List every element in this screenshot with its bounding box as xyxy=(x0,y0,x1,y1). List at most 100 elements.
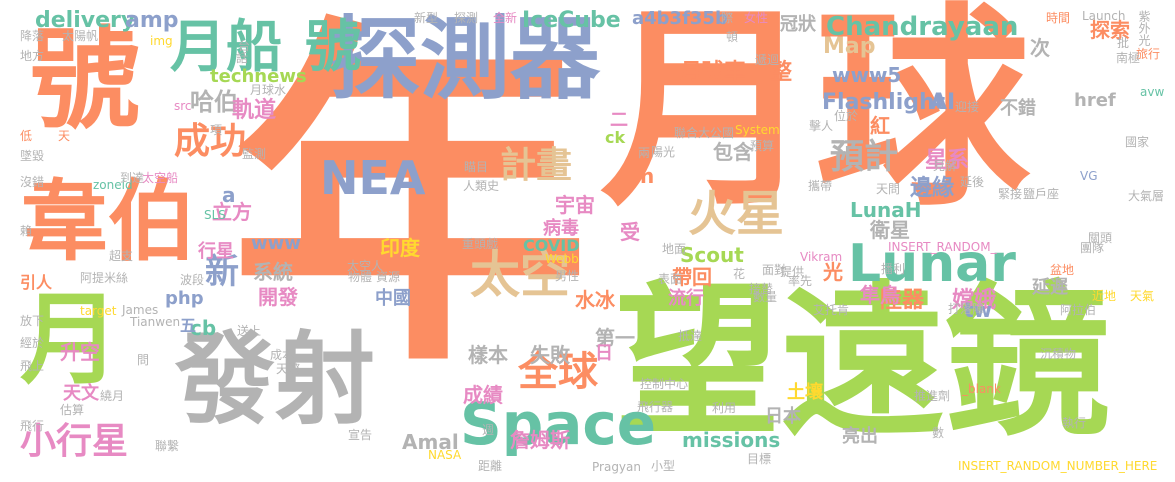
cloud-word-63: 第一 xyxy=(595,326,635,350)
cloud-word-42: 印度 xyxy=(380,236,420,260)
cloud-word-182: 台 xyxy=(238,39,251,53)
cloud-word-19: 預計 xyxy=(830,137,898,177)
cloud-word-143: 推進劑 xyxy=(914,389,951,403)
cloud-word-68: 引人 xyxy=(20,273,53,292)
cloud-word-123: 低 xyxy=(20,129,33,143)
cloud-word-139: 繞月 xyxy=(100,389,125,403)
cloud-word-167: 攜帶 xyxy=(808,179,833,193)
cloud-word-href: href xyxy=(1074,90,1116,111)
cloud-word-111: 時間 xyxy=(1046,11,1071,25)
cloud-word-194: 送上 xyxy=(237,324,262,338)
cloud-word-www: www xyxy=(251,233,301,254)
cloud-word-181: 話 xyxy=(236,51,249,65)
cloud-word-insert-random-number-here: INSERT_RANDOM_NUMBER_HERE xyxy=(958,459,1158,473)
cloud-word-46: 水冰 xyxy=(575,288,615,312)
cloud-word-149: 艾托肯 xyxy=(813,303,850,317)
cloud-word-189: 花 xyxy=(733,267,746,281)
cloud-word-190: 接替 xyxy=(749,282,774,296)
cloud-word-sls: SLS xyxy=(204,208,226,222)
cloud-word-4: 號 xyxy=(30,16,140,144)
cloud-word-icecube: IceCube xyxy=(522,8,621,33)
cloud-word-technews: technews xyxy=(210,66,307,87)
cloud-word-2: 望遠鏡 xyxy=(615,266,1110,458)
cloud-word-47: 中國 xyxy=(375,288,411,309)
cloud-word-8: 月船 xyxy=(170,15,282,80)
cloud-word-67: 立方 xyxy=(212,200,252,224)
cloud-word-112: 紫外光 xyxy=(1137,10,1151,46)
cloud-word-118: 盆地 xyxy=(1050,263,1075,277)
cloud-word-193: 關頭 xyxy=(1088,231,1113,245)
cloud-word-57: 失敗 xyxy=(530,343,570,367)
cloud-word-a: a xyxy=(222,183,236,207)
cloud-word-126: 沒錯 xyxy=(20,175,45,189)
cloud-word-158: 重頭戲 xyxy=(462,237,499,251)
cloud-word-39: 衛星 xyxy=(870,218,910,242)
cloud-word-148: 提供 xyxy=(780,265,805,279)
cloud-word-136: 飛行 xyxy=(20,419,45,433)
cloud-word-74: 延遲 xyxy=(1032,277,1068,298)
cloud-word-128: 太空船 xyxy=(142,171,179,185)
cloud-word-54: 升空 xyxy=(60,340,100,364)
cloud-word-176: 南極 xyxy=(1116,51,1141,65)
cloud-word-a4b3f35b: a4b3f35b xyxy=(632,8,728,29)
cloud-word-76: 流行 xyxy=(668,288,704,309)
cloud-word-79: 受 xyxy=(620,220,640,244)
cloud-word-165: 表面 xyxy=(658,272,683,286)
cloud-word-129: 人類史 xyxy=(463,179,500,193)
cloud-word-179: 波段 xyxy=(180,273,205,287)
cloud-word-scout: Scout xyxy=(680,243,744,267)
cloud-word-nasa: NASA xyxy=(428,448,462,462)
cloud-word-18: 成功 xyxy=(174,121,247,162)
cloud-word-117: 近地 xyxy=(1092,289,1117,303)
cloud-word-37: 邊緣 xyxy=(910,176,955,201)
cloud-word-160: 資源 xyxy=(376,270,401,284)
cloud-word-vikram: Vikram xyxy=(800,250,843,264)
cloud-word-196: 抵達 xyxy=(678,329,703,343)
cloud-word-138: 估算 xyxy=(60,403,85,417)
cloud-word-28: 整 xyxy=(770,60,793,85)
cloud-word-delivery: delivery xyxy=(35,8,136,33)
cloud-word-115: 大氣層 xyxy=(1128,189,1165,203)
cloud-word-122: 地方 xyxy=(20,49,45,63)
cloud-word-155: 飛行器 xyxy=(637,400,674,414)
cloud-word-20: 新 xyxy=(205,252,239,292)
cloud-word-144: 執行 xyxy=(1062,416,1087,430)
cloud-word-avw: avw xyxy=(1140,85,1165,99)
cloud-word-198: 賴 xyxy=(20,224,33,238)
cloud-word-164: 天際 xyxy=(276,362,301,376)
cloud-word-16: 計畫 xyxy=(500,145,573,186)
cloud-word-185: 陽光 xyxy=(651,145,676,159)
cloud-word-0: 年 xyxy=(230,0,590,409)
cloud-word-188: 數 xyxy=(932,426,945,440)
cloud-word-177: 批 xyxy=(1117,36,1130,50)
cloud-word-lunah: LunaH xyxy=(850,198,922,222)
cloud-word-109: 際 xyxy=(721,11,734,25)
cloud-word-webb: Webb xyxy=(545,252,579,266)
cloud-word-45: 嫦娥 xyxy=(952,288,997,313)
cloud-word-55: 天文 xyxy=(63,383,99,404)
cloud-word-184: 遞迴 xyxy=(755,53,780,67)
cloud-word-70: 冠狀 xyxy=(780,14,816,35)
cloud-word-121: 太陽帆 xyxy=(62,29,99,43)
cloud-word-17: 小行星 xyxy=(20,421,129,462)
cloud-word-php: php xyxy=(165,288,204,309)
cloud-word-130: 監測 xyxy=(242,147,267,161)
cloud-word-map: Map xyxy=(823,34,876,59)
cloud-word-106: 新型 xyxy=(414,11,439,25)
cloud-word-124: 天 xyxy=(58,129,71,143)
cloud-word-www5: www5 xyxy=(832,63,902,87)
cloud-word-48: 系統 xyxy=(253,260,293,284)
cloud-word-blank: _blank xyxy=(962,382,1001,396)
cloud-word-80: 次 xyxy=(1030,36,1050,60)
cloud-word-119: 團隊 xyxy=(1080,241,1105,255)
cloud-word-3: 探測器 xyxy=(330,7,600,112)
cloud-word-27: 月球車 xyxy=(680,60,747,85)
cloud-word-missions: missions xyxy=(682,428,781,452)
cloud-word-ck: ck xyxy=(605,128,626,147)
cloud-word-system: System xyxy=(735,123,780,137)
cloud-word-cb: cb xyxy=(190,316,217,340)
cloud-word-zoneid: zoneid xyxy=(93,178,133,192)
cloud-word-space: Space xyxy=(460,390,657,458)
cloud-word-161: 男性 xyxy=(555,269,580,283)
